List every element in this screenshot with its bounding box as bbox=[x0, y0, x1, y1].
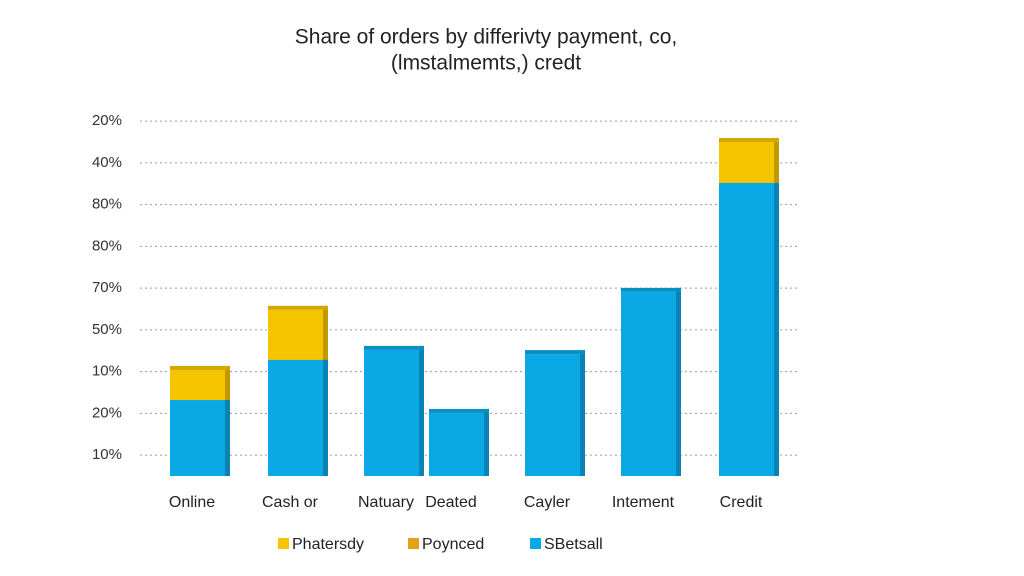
legend-label: SBetsall bbox=[544, 536, 603, 553]
chart-title: Share of orders by differivty payment, c… bbox=[295, 26, 677, 49]
bar-top bbox=[621, 287, 681, 292]
bar-segment bbox=[364, 345, 424, 476]
legend-swatch bbox=[530, 538, 541, 549]
y-tick-label: 20% bbox=[92, 112, 122, 129]
x-tick-label: Cayler bbox=[524, 494, 571, 511]
x-tick-label: Deated bbox=[425, 494, 477, 511]
bar-side bbox=[225, 365, 230, 401]
bar-side bbox=[323, 305, 328, 360]
y-tick-label: 80% bbox=[92, 237, 122, 254]
y-tick-label: 80% bbox=[92, 196, 122, 213]
x-tick-label: Credit bbox=[720, 494, 763, 511]
legend-label: Phatersdy bbox=[292, 536, 364, 553]
x-tick-label: Natuary bbox=[358, 494, 414, 511]
bar-face bbox=[719, 142, 774, 183]
y-tick-label: 50% bbox=[92, 321, 122, 338]
bar-face bbox=[719, 182, 774, 477]
bar-segment bbox=[170, 396, 230, 476]
bar-face bbox=[268, 309, 323, 360]
bar-top bbox=[170, 365, 230, 370]
bar-segment bbox=[170, 365, 230, 401]
bar-face bbox=[364, 349, 419, 476]
y-tick-label: 40% bbox=[92, 154, 122, 171]
bar-side bbox=[676, 287, 681, 476]
bar-segment bbox=[621, 287, 681, 476]
y-tick-label: 10% bbox=[92, 363, 122, 380]
bar-side bbox=[419, 345, 424, 476]
bar-segment bbox=[525, 350, 585, 476]
bar-side bbox=[774, 138, 779, 183]
bar-side bbox=[323, 355, 328, 476]
bar-face bbox=[268, 359, 323, 476]
bar-side bbox=[580, 350, 585, 476]
legend-swatch bbox=[278, 538, 289, 549]
bar-segment bbox=[268, 355, 328, 476]
bar-face bbox=[525, 354, 580, 476]
x-tick-label: Online bbox=[169, 494, 215, 511]
chart-subtitle: (lmstalmemts,) credt bbox=[391, 52, 581, 75]
bar-top bbox=[364, 345, 424, 350]
bar-top bbox=[268, 305, 328, 310]
x-tick-label: Intement bbox=[612, 494, 675, 511]
bar-top bbox=[429, 408, 489, 413]
bar-face bbox=[429, 412, 484, 476]
bar-top bbox=[719, 138, 779, 142]
bar-segment bbox=[268, 305, 328, 360]
y-tick-label: 70% bbox=[92, 279, 122, 296]
bar-face bbox=[170, 400, 225, 476]
bar-face bbox=[621, 291, 676, 476]
bar-side bbox=[225, 396, 230, 476]
bar-segment bbox=[719, 178, 779, 477]
bar-segment bbox=[719, 138, 779, 183]
bar-side bbox=[484, 408, 489, 476]
legend-swatch bbox=[408, 538, 419, 549]
x-tick-label: Cash or bbox=[262, 494, 319, 511]
bar-face bbox=[170, 369, 225, 401]
bar-segment bbox=[429, 408, 489, 476]
y-tick-label: 20% bbox=[92, 404, 122, 421]
legend-label: Poynced bbox=[422, 536, 484, 553]
y-tick-label: 10% bbox=[92, 446, 122, 463]
bar-top bbox=[525, 350, 585, 355]
bar-side bbox=[774, 178, 779, 477]
